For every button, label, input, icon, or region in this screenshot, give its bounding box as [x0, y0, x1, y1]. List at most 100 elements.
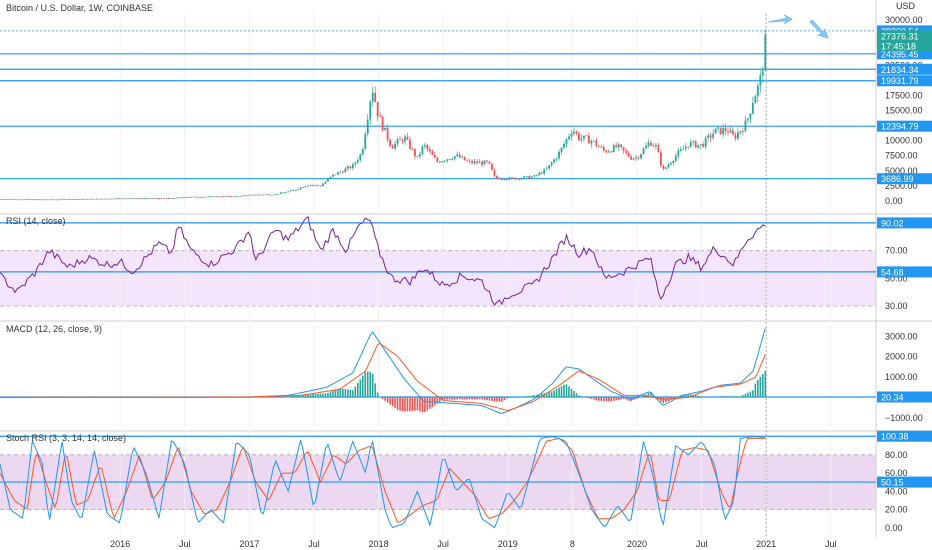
- candle-body: [103, 198, 106, 200]
- macd-histogram-bar: [602, 397, 605, 402]
- candle-body: [754, 96, 757, 104]
- macd-histogram-bar: [553, 390, 555, 398]
- time-axis[interactable]: 2016 Jul 2017 Jul 2018 Jul 2019 8 2020 Jul 2021 Jul: [110, 539, 836, 549]
- candle-body: [627, 152, 630, 157]
- candle-body: [724, 128, 727, 132]
- candle-body: [565, 139, 568, 145]
- macd-histogram-bar: [416, 397, 419, 411]
- candle-body: [707, 135, 710, 138]
- x-tick-label: Jul: [437, 539, 449, 549]
- candle-body: [612, 145, 615, 152]
- macd-histogram-bar: [580, 396, 583, 398]
- macd-histogram-bar: [538, 394, 540, 398]
- candle-body: [560, 147, 563, 153]
- macd-histogram-bar: [652, 395, 655, 398]
- macd-histogram-bar: [381, 397, 384, 399]
- macd-histogram-bar: [764, 370, 767, 398]
- candle-body: [585, 135, 588, 137]
- rsi-title: RSI (14, close): [6, 216, 66, 226]
- macd-histogram-bar: [153, 397, 155, 398]
- macd-histogram-bar: [724, 396, 727, 398]
- candle-body: [583, 135, 585, 139]
- macd-histogram-bar: [590, 397, 593, 399]
- macd-histogram-bar: [488, 397, 491, 401]
- macd-histogram-bar: [404, 397, 406, 412]
- candle-body: [195, 196, 198, 198]
- macd-histogram-bar: [501, 397, 503, 402]
- candle-body: [240, 195, 242, 197]
- macd-histogram-bar: [451, 397, 454, 400]
- macd-histogram-bar: [734, 396, 737, 398]
- macd-histogram-bar: [749, 391, 752, 398]
- candle-body: [354, 162, 357, 165]
- level-tag-box: [877, 173, 932, 185]
- macd-histogram-bar: [453, 397, 456, 400]
- macd-histogram-bar: [163, 397, 165, 398]
- macd-histogram-bar: [483, 397, 486, 400]
- macd-histogram-bar: [309, 394, 312, 398]
- macd-histogram-bar: [471, 397, 473, 400]
- candle-body: [617, 144, 620, 148]
- candle-body: [548, 165, 551, 169]
- level-tag: 19931.79: [881, 76, 919, 86]
- y-tick-label: 50.00: [885, 273, 908, 283]
- level-tag: 3686.99: [881, 174, 914, 184]
- candle-body: [6, 199, 9, 201]
- macd-histogram-bar: [476, 397, 478, 400]
- candle-body: [294, 189, 297, 191]
- candle-body: [630, 156, 633, 160]
- x-tick-label: 2020: [627, 539, 647, 549]
- macd-histogram-bar: [434, 397, 436, 406]
- candle-body: [197, 196, 200, 198]
- candle-body: [394, 143, 396, 149]
- y-tick-label: 80.00: [885, 450, 908, 460]
- macd-histogram-bar: [183, 397, 185, 398]
- candle-body: [543, 169, 546, 174]
- macd-histogram-bar: [575, 393, 578, 398]
- candle-body: [140, 198, 143, 200]
- candle-body: [540, 172, 543, 174]
- candle-body: [86, 198, 88, 200]
- macd-histogram-bar: [386, 397, 389, 403]
- candle-body: [453, 156, 456, 160]
- macd-histogram-bar: [384, 397, 386, 401]
- candle-body: [573, 131, 575, 134]
- candle-body: [257, 194, 260, 196]
- candle-body: [334, 174, 337, 176]
- candle-body: [18, 199, 21, 201]
- candle-body: [637, 157, 640, 159]
- candle-body: [259, 194, 262, 196]
- candle-body: [118, 198, 121, 200]
- macd-histogram-bar: [610, 397, 613, 402]
- horizontal-level-lines[interactable]: [0, 30, 876, 483]
- macd-histogram-bar: [222, 397, 225, 398]
- candle-body: [222, 196, 225, 198]
- candle-body: [744, 120, 747, 132]
- candle-body: [108, 198, 111, 200]
- candle-body: [277, 193, 280, 195]
- y-tick-label: 20.00: [885, 505, 908, 515]
- candle-body: [73, 199, 76, 200]
- macd-histogram-bar: [227, 397, 230, 398]
- macd-histogram-bar: [650, 392, 652, 398]
- candle-body: [83, 198, 86, 200]
- macd-histogram-bar: [369, 371, 372, 398]
- candle-body: [304, 186, 307, 188]
- macd-histogram-bar: [354, 386, 357, 398]
- x-tick-label: 2017: [239, 539, 259, 549]
- y-tick-label: 7500.00: [885, 151, 918, 161]
- candle-body: [597, 145, 600, 147]
- x-tick-label: 2021: [756, 539, 776, 549]
- candle-body: [389, 139, 391, 147]
- projection-arrow-icon[interactable]: [767, 14, 829, 39]
- candle-body: [443, 160, 446, 162]
- candle-body: [759, 75, 762, 86]
- candle-body: [682, 148, 685, 150]
- candle-body: [130, 198, 133, 199]
- candle-body: [165, 198, 168, 199]
- x-tick-label: 2019: [498, 539, 518, 549]
- candle-body: [371, 92, 374, 102]
- macd-histogram-bar: [396, 397, 399, 411]
- candle-body: [632, 158, 635, 160]
